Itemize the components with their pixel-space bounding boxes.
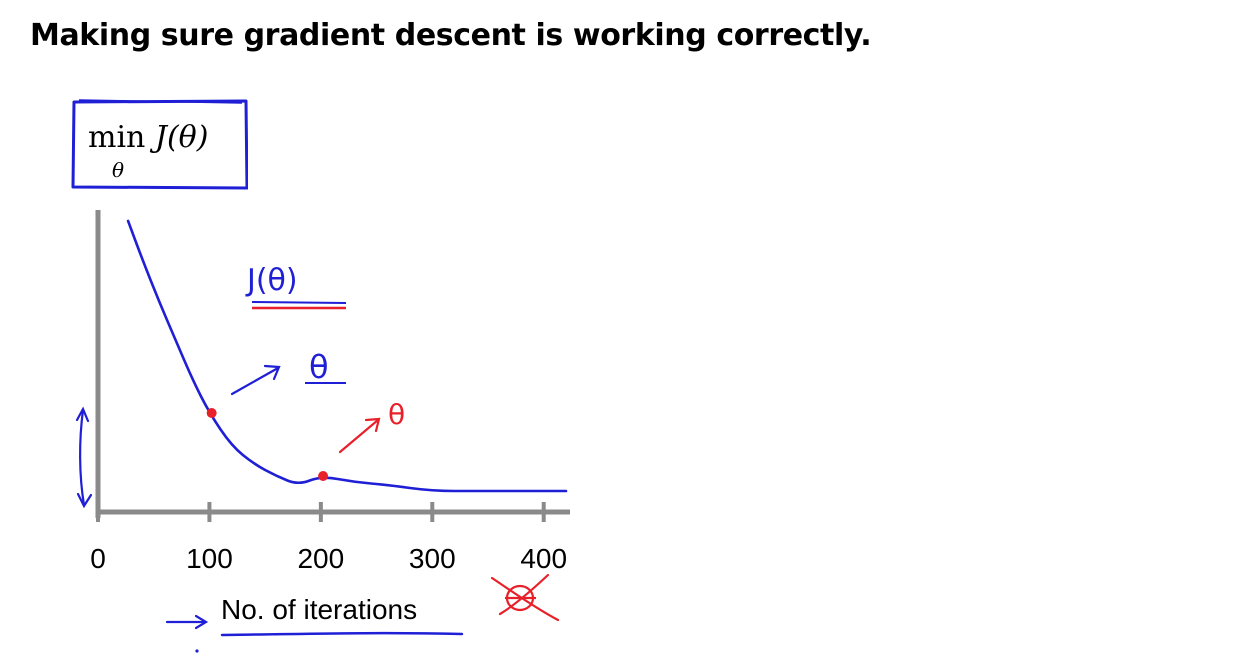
theta-label-blue: θ <box>309 348 329 386</box>
curve-label-underline-blue <box>251 301 347 304</box>
x-axis-title: No. of iterations <box>221 594 418 625</box>
y-range-arrow-head-bottom <box>76 492 93 509</box>
x-tick-label: 100 <box>186 543 233 574</box>
y-range-arrow <box>79 408 86 507</box>
x-tick-label: 200 <box>297 543 344 574</box>
axis-title-arrow-head <box>194 614 209 630</box>
objective-min: min <box>88 120 146 155</box>
ink-dot <box>195 649 199 653</box>
crossed-out-theta-mark <box>490 573 560 622</box>
theta-arrow-blue <box>230 366 280 396</box>
objective-box-outline <box>71 99 248 190</box>
objective-subscript: θ <box>112 158 125 182</box>
theta-arrow-blue-head <box>263 364 281 381</box>
x-tick-label: 400 <box>520 543 567 574</box>
theta-label-red: θ <box>388 398 405 431</box>
highlighted-point <box>318 471 329 481</box>
theta-arrow-red <box>338 418 380 454</box>
y-range-arrow-head-top <box>75 406 90 423</box>
series-line-cost <box>126 219 568 493</box>
highlighted-point <box>206 408 217 418</box>
slide-title: Making sure gradient descent is working … <box>30 18 872 53</box>
x-tick-label: 300 <box>409 543 456 574</box>
x-tick-label: 0 <box>90 543 106 574</box>
curve-label: J(θ) <box>245 263 298 298</box>
objective-function: J(θ) <box>154 120 209 155</box>
theta-arrow-red-head <box>364 417 381 433</box>
axis-title-underline <box>220 631 464 637</box>
objective-box: min J(θ) θ <box>70 98 248 190</box>
objective-expression: min J(θ) <box>88 120 208 155</box>
